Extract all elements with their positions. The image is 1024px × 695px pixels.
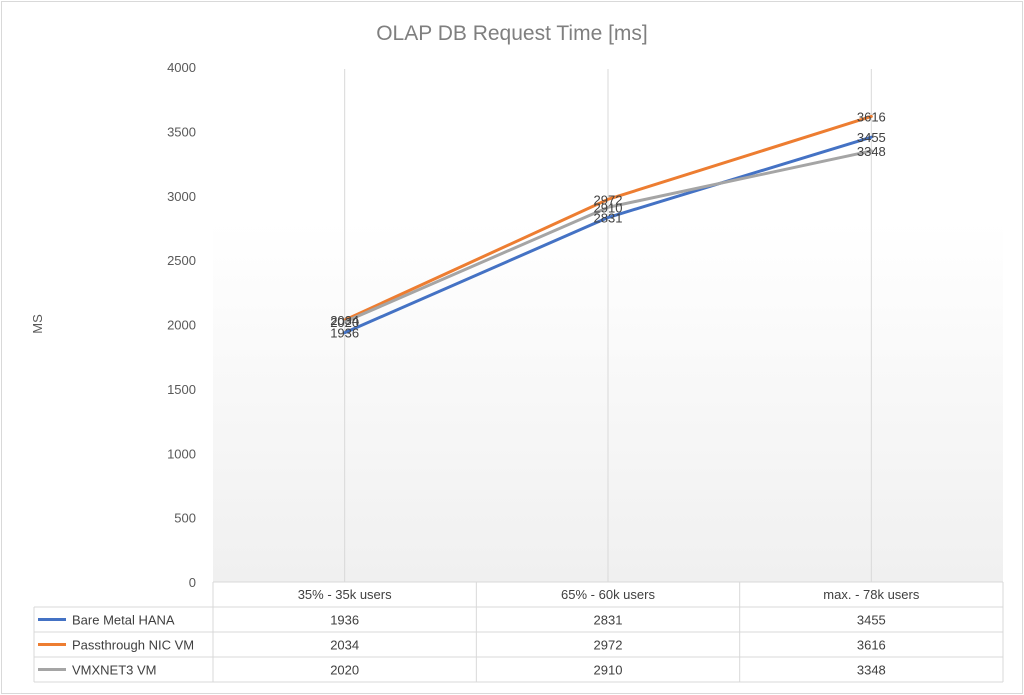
y-tick-label: 3500 (167, 124, 196, 139)
data-table: 35% - 35k users 65% - 60k users max. - 78k… (33, 581, 1004, 683)
y-tick-label: 3000 (167, 189, 196, 204)
y-tick-label: 1500 (167, 382, 196, 397)
data-label: 3616 (857, 109, 886, 124)
series-line (343, 149, 873, 324)
x-tick-label: 35% - 35k users (298, 587, 392, 602)
y-axis-label: MS (30, 314, 45, 334)
chart-title: OLAP DB Request Time [ms] (376, 22, 648, 45)
table-cell: 1936 (330, 613, 359, 628)
data-label: 3348 (857, 144, 886, 159)
table-cell: 2034 (330, 638, 359, 653)
data-label: 2972 (594, 192, 623, 207)
series-line (343, 114, 873, 322)
x-tick-label: 65% - 60k users (561, 587, 655, 602)
data-label: 2020 (330, 315, 359, 330)
table-cell: 2831 (594, 613, 623, 628)
data-label: 2910 (594, 200, 623, 215)
data-label: 2831 (594, 211, 623, 226)
data-label: 2034 (330, 313, 359, 328)
y-tick-label: 4000 (167, 60, 196, 75)
data-label: 1936 (330, 326, 359, 341)
y-tick-label: 0 (189, 575, 196, 590)
table-cell: 2910 (594, 663, 623, 678)
x-tick-label: max. - 78k users (823, 587, 920, 602)
table-cell: 2020 (330, 663, 359, 678)
y-tick-label: 2500 (167, 253, 196, 268)
legend-entry: VMXNET3 VM (72, 663, 157, 678)
y-tick-label: 500 (174, 511, 196, 526)
legend-entry: Passthrough NIC VM (72, 638, 194, 653)
table-cell: 2972 (594, 638, 623, 653)
y-tick-label: 1000 (167, 446, 196, 461)
series-line (343, 135, 873, 335)
table-cell: 3616 (857, 638, 886, 653)
data-label: 3455 (857, 130, 886, 145)
y-tick-label: 2000 (167, 318, 196, 333)
table-cell: 3455 (857, 613, 886, 628)
table-cell: 3348 (857, 663, 886, 678)
plot-area: 0 500 1000 1500 2000 2500 3000 3500 4000 1936 2831… (167, 60, 1003, 590)
legend-entry: Bare Metal HANA (72, 613, 175, 628)
